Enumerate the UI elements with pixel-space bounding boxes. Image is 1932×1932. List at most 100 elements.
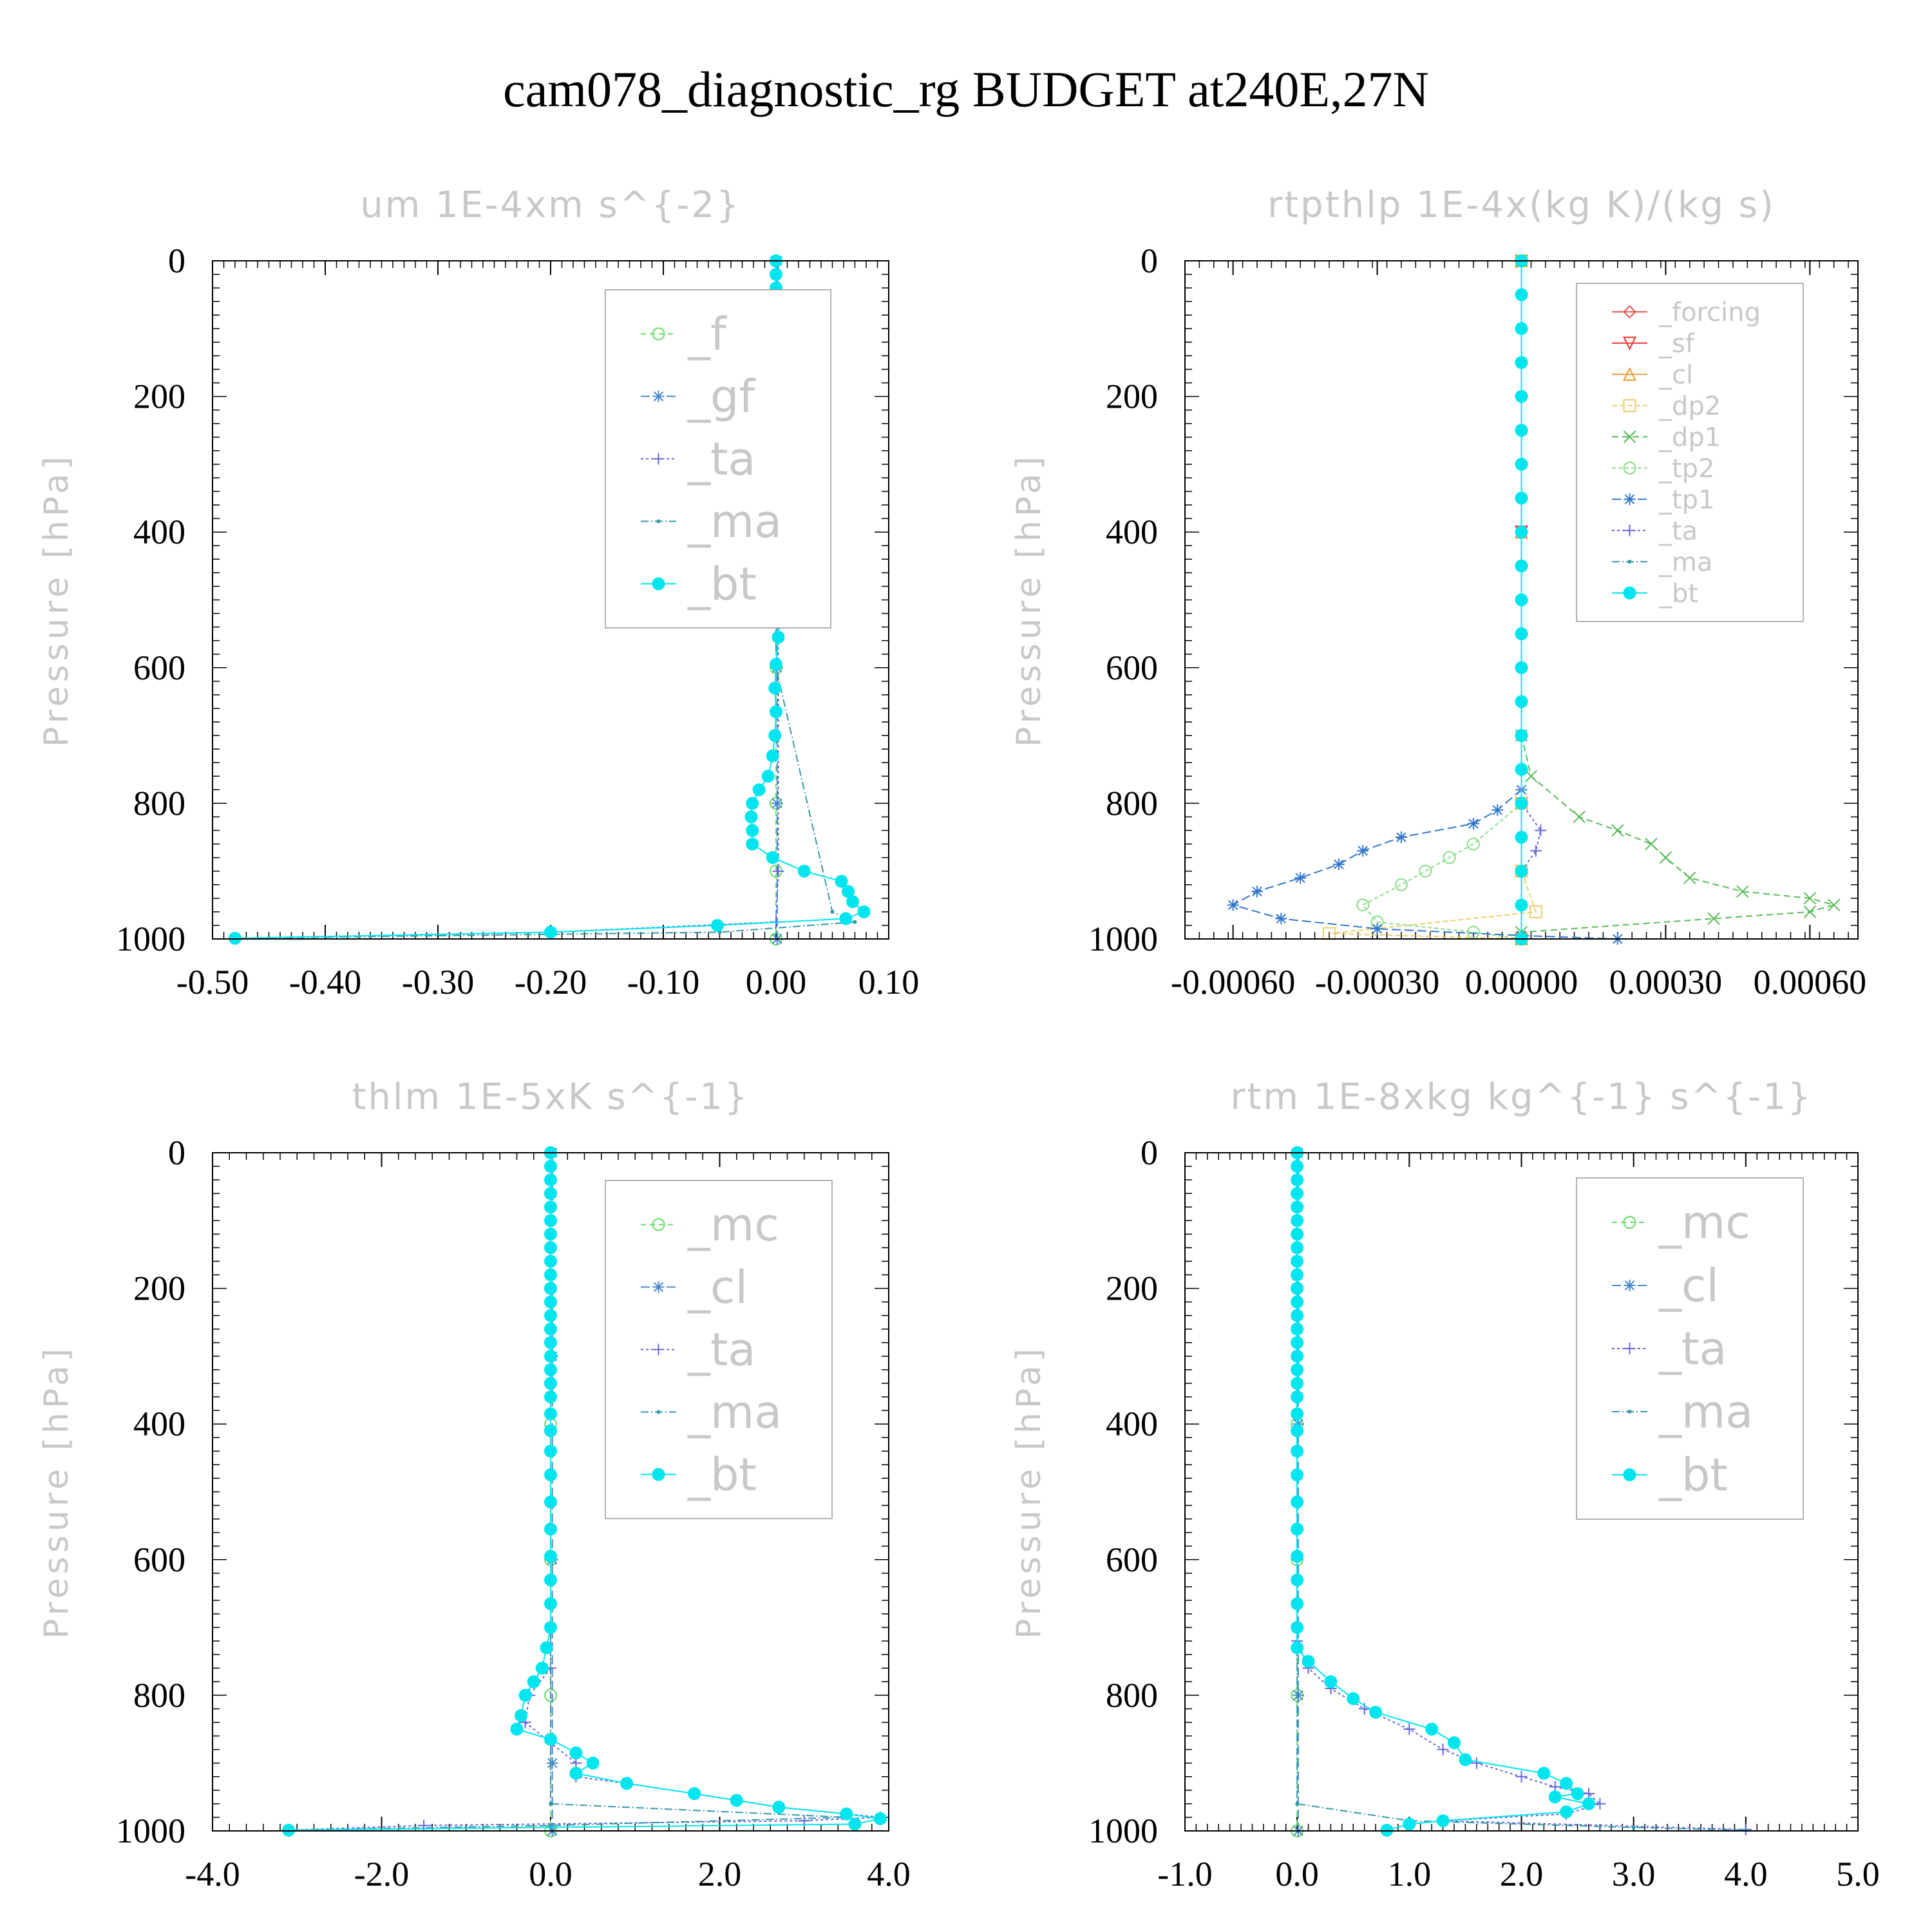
chart-panel-1: um 1E-4xm s^{-2} Pressure [hPa] -0.50 -0.40… — [37, 184, 919, 1001]
data-point — [1291, 1522, 1304, 1536]
legend-label: _sf — [1658, 329, 1695, 359]
data-point — [535, 1662, 549, 1675]
legend-label: _f — [687, 308, 727, 361]
series-line — [1296, 1153, 1746, 1831]
data-point — [1291, 1621, 1304, 1634]
legend-marker — [1624, 524, 1636, 536]
data-point — [1515, 864, 1528, 878]
plot-area — [282, 1146, 887, 1837]
data-point — [1291, 1309, 1304, 1322]
series-line — [1520, 261, 1837, 939]
data-point — [840, 1807, 853, 1821]
legend-label: _gf — [687, 370, 755, 423]
data-point — [1707, 912, 1720, 925]
x-tick-label: 0.0 — [1275, 1855, 1319, 1893]
panel-title: rtpthlp 1E-4x(kg K)/(kg s) — [1267, 184, 1776, 226]
x-tick-label: 0.00000 — [1465, 963, 1578, 1001]
data-point — [857, 905, 871, 918]
data-point — [1515, 424, 1528, 437]
legend-marker — [656, 519, 661, 524]
data-point — [544, 1444, 557, 1458]
y-tick-label: 200 — [133, 377, 185, 416]
data-point — [873, 1812, 887, 1826]
series-line — [289, 1153, 880, 1831]
data-point — [744, 810, 758, 824]
data-point — [586, 1756, 600, 1770]
legend-label: _ma — [687, 1386, 782, 1439]
y-tick-label: 200 — [133, 1269, 185, 1308]
data-point — [1529, 905, 1542, 918]
data-point — [1803, 905, 1817, 918]
data-point — [1611, 824, 1624, 837]
legend-label: _ma — [1658, 1386, 1753, 1439]
data-point — [1736, 885, 1749, 898]
legend-label: _bt — [687, 558, 757, 611]
data-point — [544, 1573, 557, 1587]
data-point — [1683, 871, 1696, 884]
data-point — [510, 1723, 524, 1736]
legend-marker — [1623, 399, 1636, 412]
data-point — [1275, 913, 1287, 925]
data-point — [1515, 898, 1528, 912]
y-tick-label: 600 — [1106, 649, 1158, 687]
data-point — [544, 1597, 557, 1611]
legend-marker — [1624, 1343, 1636, 1354]
chart-panel-4: rtm 1E-8xkg kg^{-1} s^{-1} Pressure [hPa]… — [1010, 1076, 1880, 1893]
y-tick-label: 600 — [133, 649, 185, 687]
data-point — [1743, 1828, 1748, 1832]
x-tick-label: 0.0 — [529, 1855, 573, 1893]
data-point — [527, 1675, 540, 1689]
legend-label: _mc — [687, 1198, 779, 1251]
plot-frame — [212, 260, 889, 940]
data-point — [766, 851, 779, 864]
data-point — [1573, 810, 1586, 824]
x-tick-label: 0.10 — [858, 963, 920, 1001]
series-line — [1296, 1153, 1591, 1831]
data-point — [1645, 837, 1658, 851]
data-point — [282, 1823, 296, 1837]
y-axis-label: Pressure [hPa] — [1010, 453, 1048, 747]
data-point — [1560, 1777, 1573, 1790]
data-point — [1419, 864, 1432, 878]
data-point — [730, 1794, 743, 1807]
panel-title: rtm 1E-8xkg kg^{-1} s^{-1} — [1230, 1076, 1812, 1118]
data-point — [544, 925, 557, 939]
data-point — [1291, 1444, 1304, 1458]
data-point — [761, 770, 775, 783]
data-point — [1594, 1797, 1606, 1810]
data-point — [1292, 1689, 1304, 1701]
data-point — [1515, 390, 1528, 403]
data-point — [544, 1160, 557, 1173]
data-point — [1291, 1407, 1304, 1421]
legend-marker — [652, 1343, 665, 1356]
data-point — [1371, 923, 1383, 935]
data-point — [544, 1689, 557, 1702]
data-point — [544, 1349, 557, 1363]
data-point — [830, 909, 835, 914]
data-point — [1291, 1573, 1304, 1587]
legend-marker — [1627, 1410, 1632, 1414]
data-point — [1448, 1736, 1461, 1750]
series-bt — [282, 1146, 887, 1837]
data-point — [766, 749, 779, 762]
data-point — [544, 1255, 557, 1268]
plot-frame — [1184, 260, 1859, 940]
legend-marker — [1622, 336, 1637, 350]
data-point — [1291, 1227, 1304, 1241]
plot-frame — [212, 1152, 889, 1832]
legend-label: _cl — [687, 1261, 748, 1314]
data-point — [1492, 804, 1504, 816]
x-tick-label: 2.0 — [698, 1855, 742, 1893]
data-point — [1369, 1705, 1383, 1719]
y-tick-label: 0 — [1141, 1133, 1158, 1172]
x-tick-label: -1.0 — [1157, 1855, 1212, 1893]
data-point — [1291, 1390, 1304, 1404]
data-point — [544, 1621, 557, 1634]
panel-title: um 1E-4xm s^{-2} — [360, 184, 741, 226]
data-point — [770, 705, 782, 719]
data-point — [569, 1746, 583, 1759]
y-tick-label: 600 — [133, 1540, 185, 1579]
data-point — [1291, 1187, 1304, 1200]
data-point — [1324, 1675, 1338, 1689]
x-tick-label: 3.0 — [1612, 1855, 1656, 1893]
